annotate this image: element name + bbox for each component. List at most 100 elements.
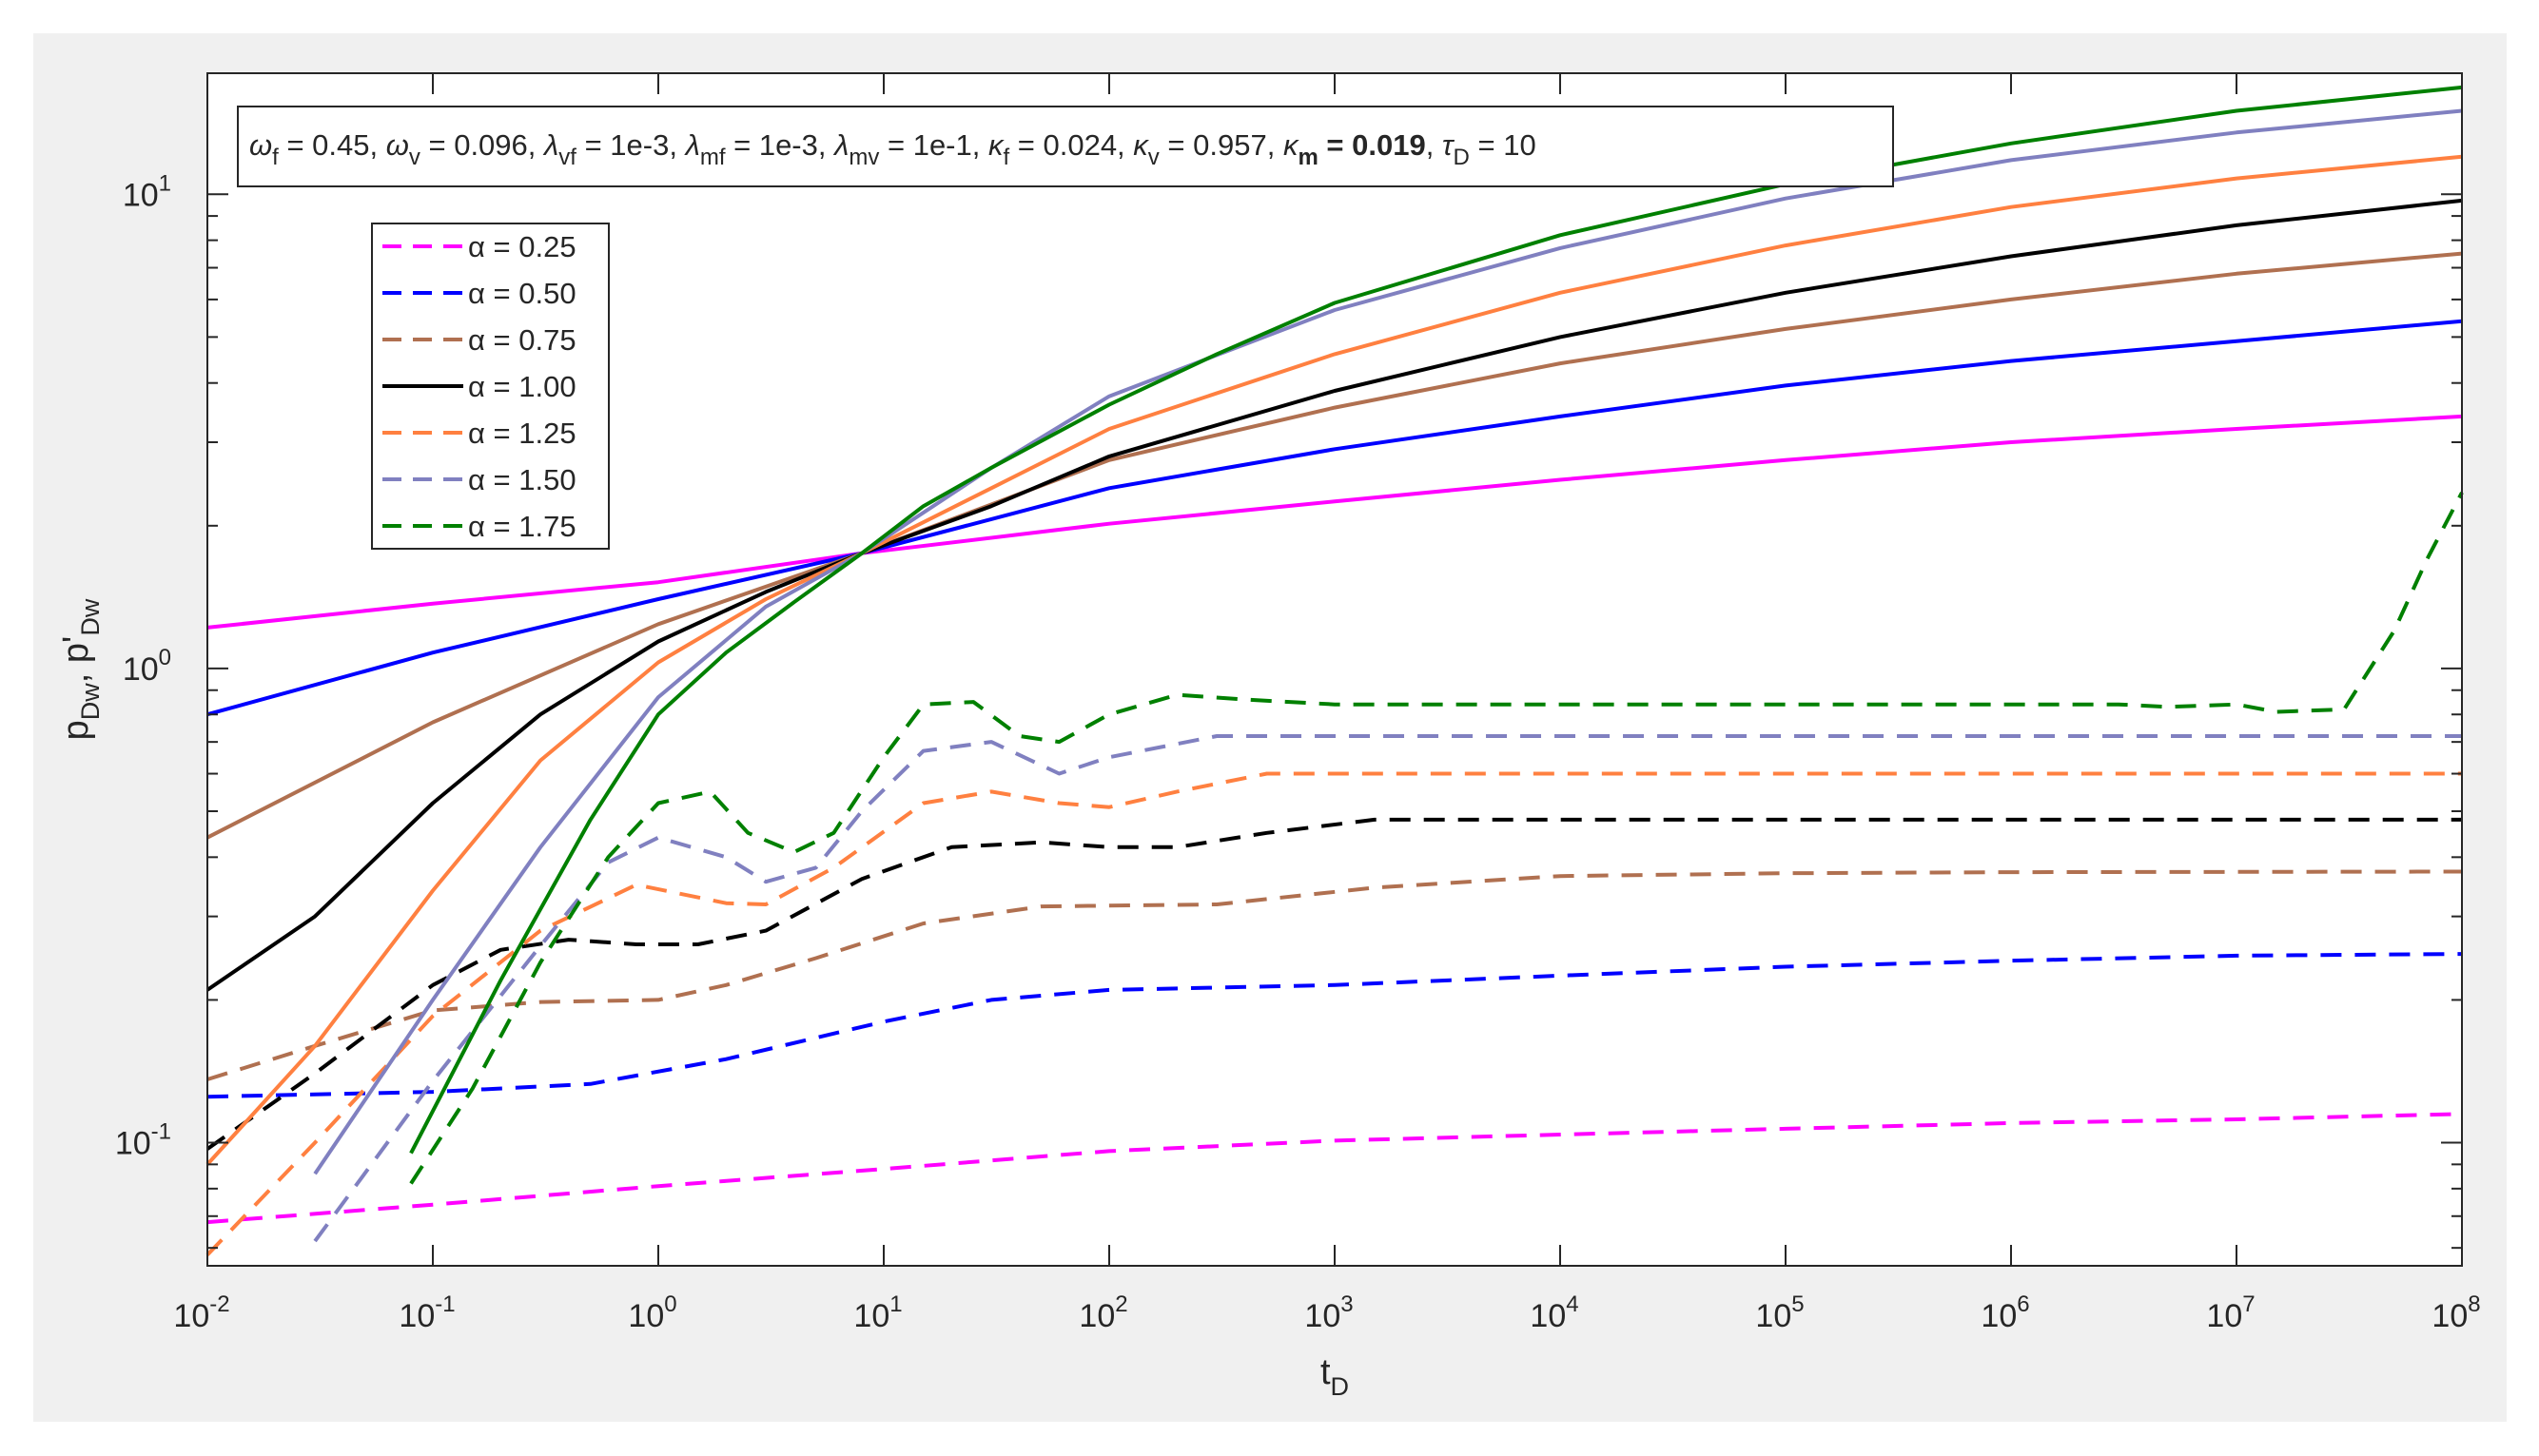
x-axis-label-main: t <box>1320 1352 1331 1392</box>
annotation-part: = 0.45, <box>279 128 386 162</box>
series-3-derivative-line <box>206 869 2463 1081</box>
x-tick-exponent: 8 <box>2468 1291 2480 1317</box>
legend-label: α = 1.00 <box>468 370 576 403</box>
x-tick-label: 105 <box>1755 1291 1804 1334</box>
x-tick-base: 10 <box>853 1298 889 1334</box>
legend-label: α = 1.50 <box>468 463 576 496</box>
y-tick-exponent: -1 <box>151 1119 171 1145</box>
y-axis-label-part: , p' <box>56 636 96 684</box>
annotation-part: mf <box>700 145 726 170</box>
series-1-derivative-line <box>206 1112 2463 1225</box>
x-axis-label: tD <box>1320 1352 1349 1401</box>
legend-entry: α = 0.50 <box>382 277 576 310</box>
y-axis-label: pDw, p'Dw <box>56 598 105 740</box>
x-tick-labels: 10-2 10-1 100 101 102 103 104 105 106 107 108 <box>173 1291 2480 1334</box>
series-7-derivative-line <box>409 491 2464 1185</box>
annotation-part: λ <box>684 128 700 162</box>
x-tick-exponent: 7 <box>2242 1291 2255 1317</box>
annotation-part: λ <box>542 128 558 162</box>
legend-entry: α = 1.00 <box>382 370 576 403</box>
legend-label: α = 1.25 <box>468 417 576 450</box>
x-tick-label: 107 <box>2206 1291 2255 1334</box>
annotation-part: = 1e-3, <box>726 128 835 162</box>
y-tick-base: 10 <box>123 177 159 213</box>
x-tick-exponent: 0 <box>664 1291 676 1317</box>
x-axis-label-subscript: D <box>1331 1372 1350 1401</box>
series-6-pressure-line <box>313 108 2463 1175</box>
x-tick-exponent: 3 <box>1340 1291 1353 1317</box>
y-axis-label-part: Dw <box>76 683 105 720</box>
x-tick-base: 10 <box>173 1298 209 1334</box>
x-tick-base: 10 <box>2432 1298 2468 1334</box>
annotation-text: ωf = 0.45, ωv = 0.096, λvf = 1e-3, λmf =… <box>249 128 1536 170</box>
annotation-part: = 0.096, <box>420 128 544 162</box>
x-tick-label: 103 <box>1304 1291 1353 1334</box>
annotation-part: = 10 <box>1470 128 1536 162</box>
annotation-part: τ <box>1442 128 1455 162</box>
y-tick-exponent: 1 <box>159 170 171 196</box>
series-3-pressure-line <box>206 251 2463 840</box>
annotation-part: mv <box>849 145 879 170</box>
ticks-layer <box>206 73 2463 1266</box>
x-tick-exponent: 6 <box>2017 1291 2029 1317</box>
x-tick-label: 10-2 <box>173 1291 229 1334</box>
legend-label: α = 0.75 <box>468 323 576 357</box>
x-tick-exponent: 1 <box>889 1291 902 1317</box>
annotation-part: m <box>1298 145 1318 170</box>
legend-label: α = 1.75 <box>468 510 576 543</box>
x-tick-base: 10 <box>1530 1298 1566 1334</box>
annotation-part: κ <box>1283 128 1299 162</box>
x-tick-label: 108 <box>2432 1291 2480 1334</box>
x-tick-exponent: 5 <box>1791 1291 1804 1317</box>
y-tick-label: 100 <box>123 645 171 688</box>
y-tick-label: 10-1 <box>115 1119 171 1162</box>
legend-label: α = 0.50 <box>468 277 576 310</box>
series-5-pressure-line <box>205 154 2463 1166</box>
x-tick-base: 10 <box>628 1298 664 1334</box>
annotation-part: κ <box>988 128 1005 162</box>
legend-label: α = 0.25 <box>468 230 576 263</box>
x-tick-base: 10 <box>1981 1298 2017 1334</box>
x-tick-base: 10 <box>1079 1298 1115 1334</box>
y-tick-label: 101 <box>123 170 171 213</box>
series-4-derivative-line <box>205 817 2462 1151</box>
series-2-derivative-line <box>206 952 2463 1099</box>
x-tick-base: 10 <box>1304 1298 1340 1334</box>
legend-entry: α = 0.25 <box>382 230 576 263</box>
x-tick-exponent: -2 <box>209 1291 229 1317</box>
x-tick-base: 10 <box>2206 1298 2242 1334</box>
annotation-part: = 1e-1, <box>879 128 988 162</box>
annotation-part: = 1e-3, <box>576 128 686 162</box>
x-tick-exponent: 2 <box>1115 1291 1127 1317</box>
annotation-part: v <box>1148 145 1160 170</box>
y-tick-exponent: 0 <box>159 645 171 670</box>
y-axis-label-part: p <box>56 720 96 740</box>
y-tick-base: 10 <box>115 1126 151 1162</box>
x-tick-base: 10 <box>1755 1298 1791 1334</box>
x-tick-exponent: 4 <box>1566 1291 1578 1317</box>
series-6-derivative-line <box>313 734 2462 1243</box>
series-2-pressure-line <box>206 319 2463 717</box>
x-tick-label: 106 <box>1981 1291 2029 1334</box>
annotation-part: vf <box>558 145 576 170</box>
legend-entry: α = 1.75 <box>382 510 576 543</box>
annotation-part: v <box>409 145 420 170</box>
annotation-part: , <box>1426 128 1442 162</box>
y-tick-base: 10 <box>123 651 159 688</box>
annotation-box <box>237 106 1894 187</box>
annotation-part: ω <box>386 128 409 162</box>
annotation-part: = 0.024, <box>1009 128 1133 162</box>
x-tick-label: 104 <box>1530 1291 1578 1334</box>
legend: α = 0.25 α = 0.50 α = 0.75 α = 1.00 α = 1.25… <box>382 230 576 543</box>
x-tick-exponent: -1 <box>435 1291 455 1317</box>
legend-entry: α = 1.25 <box>382 417 576 450</box>
series-5-derivative-line <box>205 771 2462 1256</box>
x-tick-label: 100 <box>628 1291 676 1334</box>
annotation-part: = 0.019 <box>1318 128 1426 162</box>
legend-entry: α = 0.75 <box>382 323 576 357</box>
legend-entry: α = 1.50 <box>382 463 576 496</box>
x-tick-base: 10 <box>399 1298 435 1334</box>
y-axis-label-part: Dw <box>76 598 105 635</box>
